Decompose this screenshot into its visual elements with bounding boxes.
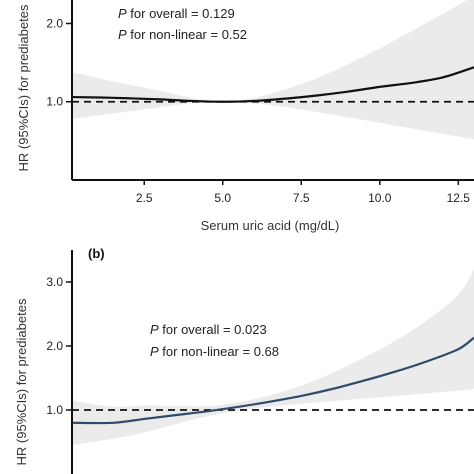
annotation-overall-b: P for overall = 0.023	[150, 322, 267, 337]
y-axis-title-b: HR (95%CIs) for prediabetes	[14, 298, 29, 465]
annotation-overall-a: P for overall = 0.129	[118, 6, 235, 21]
hr-curve-a	[71, 66, 474, 103]
y-tick-label-a-1: 2.0	[46, 16, 63, 30]
y-tick-label-b-1: 2.0	[46, 339, 63, 353]
y-tick-label-b-0: 1.0	[46, 403, 63, 417]
y-axis-title-a: HR (95%CIs) for prediabetes	[16, 4, 31, 171]
panel-b: 1.0 2.0 3.0 (b) P for overall = 0.023 P fo…	[14, 246, 474, 474]
ci-band-b	[72, 269, 474, 446]
y-tick-label-b-2: 3.0	[46, 275, 63, 289]
ci-band-a	[72, 0, 474, 140]
x-tick-label-a-0: 2.5	[136, 191, 153, 205]
x-tick-label-a-1: 5.0	[214, 191, 231, 205]
x-axis-title-a: Serum uric acid (mg/dL)	[201, 218, 340, 233]
annotation-nonlinear-a: P for non-linear = 0.52	[118, 27, 247, 42]
x-tick-label-a-3: 10.0	[368, 191, 392, 205]
x-tick-label-a-2: 7.5	[293, 191, 310, 205]
annotation-nonlinear-b: P for non-linear = 0.68	[150, 344, 279, 359]
hr-curve-b	[71, 336, 474, 425]
panel-a: 1.0 2.0 2.5 5.0 7.5 10.0 12.5 P for overall = …	[16, 0, 474, 233]
panel-label-b: (b)	[88, 246, 105, 261]
y-tick-label-a-0: 1.0	[46, 95, 63, 109]
x-tick-label-a-4: 12.5	[447, 191, 471, 205]
